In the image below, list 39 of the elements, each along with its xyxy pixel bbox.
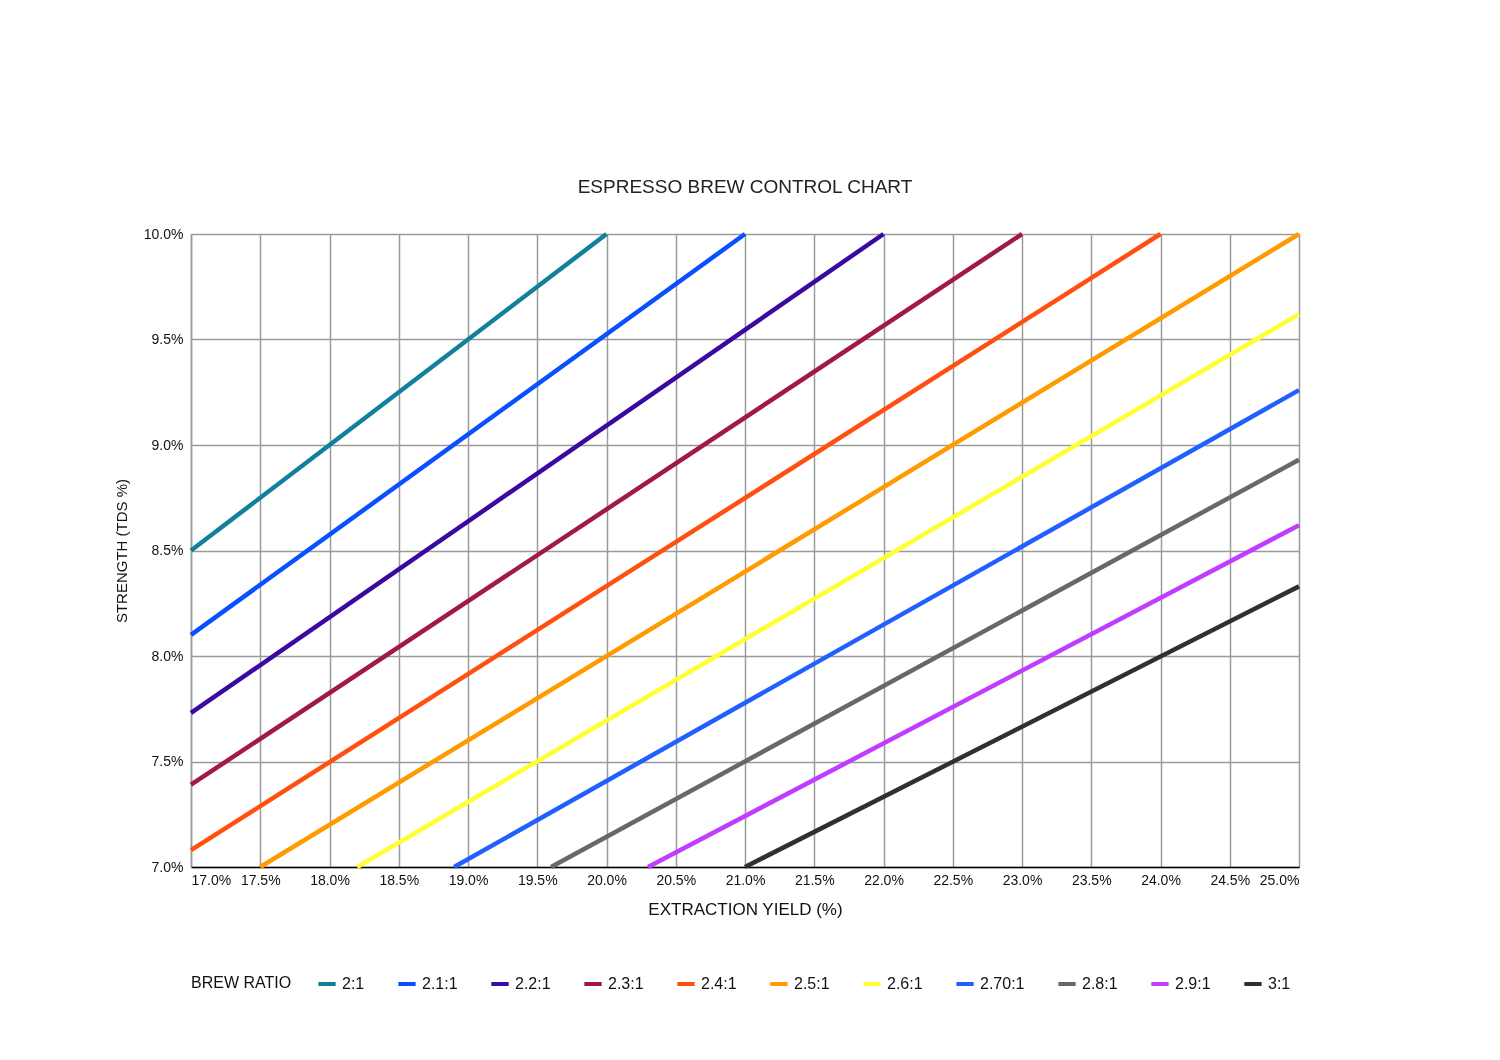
legend-label: 3:1 bbox=[1268, 975, 1291, 992]
legend-label: 2:1 bbox=[342, 975, 365, 992]
y-tick-label: 10.0% bbox=[143, 225, 184, 242]
x-tick-label: 22.5% bbox=[933, 871, 974, 888]
x-tick-label: 24.0% bbox=[1141, 871, 1181, 888]
x-tick-label: 21.5% bbox=[794, 871, 835, 888]
x-tick-label: 19.0% bbox=[448, 871, 489, 888]
y-tick-label: 9.0% bbox=[151, 436, 184, 453]
legend-label: 2.8:1 bbox=[1082, 975, 1118, 992]
x-tick-label: 25.0% bbox=[1259, 871, 1300, 888]
legend-label: 2.3:1 bbox=[608, 975, 644, 992]
x-tick-label: 19.5% bbox=[517, 871, 558, 888]
x-tick-label: 20.0% bbox=[587, 871, 627, 888]
y-tick-label: 8.0% bbox=[151, 647, 184, 664]
x-tick-label: 17.5% bbox=[240, 871, 281, 888]
legend-label: 2.70:1 bbox=[980, 975, 1025, 992]
legend-label: 2.1:1 bbox=[422, 975, 458, 992]
y-axis-title: STRENGTH (TDS %) bbox=[112, 478, 130, 624]
legend-label: 2.4:1 bbox=[701, 975, 737, 992]
x-tick-label: 18.0% bbox=[310, 871, 350, 888]
x-tick-label: 18.5% bbox=[379, 871, 420, 888]
y-tick-label: 7.0% bbox=[151, 858, 184, 875]
x-tick-label: 24.5% bbox=[1210, 871, 1251, 888]
legend-label: 2.2:1 bbox=[515, 975, 551, 992]
x-axis-title: EXTRACTION YIELD (%) bbox=[648, 899, 843, 919]
legend-label: 2.5:1 bbox=[794, 975, 830, 992]
x-tick-label: 20.5% bbox=[656, 871, 697, 888]
x-tick-label: 23.5% bbox=[1071, 871, 1112, 888]
chart-title: ESPRESSO BREW CONTROL CHART bbox=[577, 176, 913, 197]
legend-title: BREW RATIO bbox=[191, 974, 292, 991]
legend-label: 2.6:1 bbox=[887, 975, 923, 992]
x-tick-label: 21.0% bbox=[725, 871, 766, 888]
y-tick-label: 9.5% bbox=[151, 331, 184, 347]
x-tick-label: 22.0% bbox=[864, 871, 904, 888]
x-tick-label: 23.0% bbox=[1002, 871, 1043, 888]
y-tick-label: 7.5% bbox=[151, 753, 184, 769]
x-tick-label: 17.0% bbox=[191, 871, 232, 888]
y-tick-label: 8.5% bbox=[151, 542, 184, 558]
legend-label: 2.9:1 bbox=[1175, 975, 1211, 992]
